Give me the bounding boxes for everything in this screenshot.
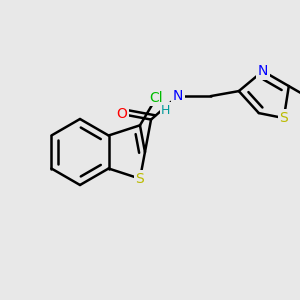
Text: S: S [279, 111, 288, 125]
Text: H: H [161, 103, 170, 117]
Text: N: N [172, 89, 183, 103]
Text: O: O [116, 107, 127, 121]
Text: S: S [136, 172, 144, 186]
Text: N: N [258, 64, 268, 78]
Text: Cl: Cl [149, 91, 163, 105]
